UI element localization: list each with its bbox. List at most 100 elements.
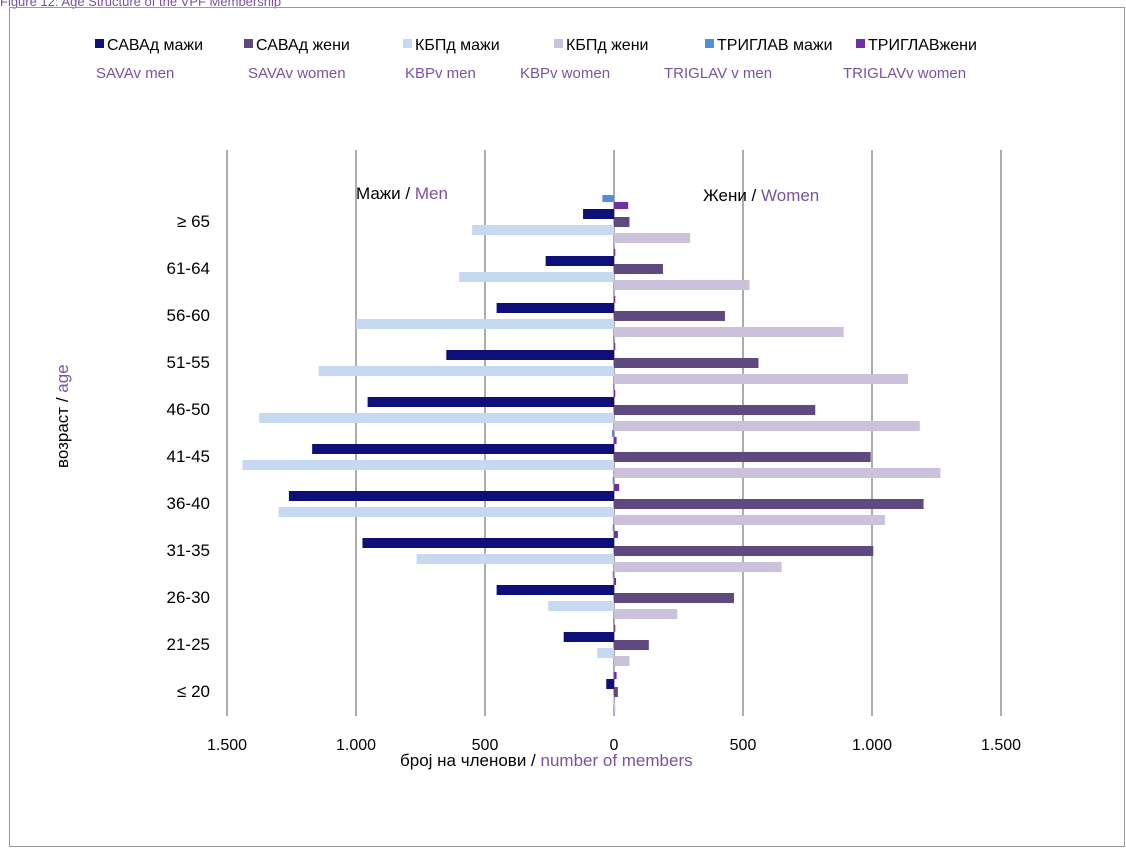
bar	[614, 390, 615, 397]
x-tick-label: 500	[730, 737, 757, 754]
y-category-label: 56-60	[167, 306, 210, 325]
x-tick-label: 1.500	[207, 737, 247, 754]
x-axis-label-mk: број на членови	[400, 751, 526, 770]
y-category-label: 51-55	[167, 353, 210, 372]
bars	[242, 195, 940, 713]
legend-label: САВАд жени	[256, 37, 350, 54]
y-axis-label-en: age	[53, 364, 72, 392]
bar	[472, 225, 614, 235]
legend-label: ТРИГЛАВжени	[868, 37, 977, 54]
bar	[614, 499, 924, 509]
bar	[614, 687, 618, 697]
legend: САВАд мажи SAVAv men САВАд жени SAVAv women…	[95, 37, 977, 82]
bar	[614, 202, 628, 209]
bar	[614, 578, 616, 585]
x-axis-label-en: number of members	[541, 751, 693, 770]
bar	[312, 444, 614, 454]
side-label-women-sep: /	[747, 186, 761, 205]
bar	[548, 601, 614, 611]
bar	[614, 515, 885, 525]
bar	[614, 374, 908, 384]
bar	[564, 632, 614, 642]
y-category-label: 21-25	[167, 635, 210, 654]
bar	[319, 366, 614, 376]
bar	[614, 358, 758, 368]
bar	[612, 430, 614, 437]
legend-swatch	[554, 39, 563, 48]
y-axis-label-mk: возраст	[53, 407, 72, 468]
bar	[614, 703, 615, 713]
bar	[614, 437, 617, 444]
bar	[614, 546, 873, 556]
y-axis-label-sep: /	[53, 393, 72, 407]
bar	[613, 618, 614, 625]
bar	[356, 319, 614, 329]
y-category-label: ≥ 65	[177, 212, 210, 231]
bar	[459, 272, 614, 282]
y-category-label: 36-40	[167, 494, 210, 513]
bar	[614, 593, 734, 603]
bar	[583, 209, 614, 219]
bar	[614, 562, 782, 572]
y-category-label: 26-30	[167, 588, 210, 607]
bar	[497, 303, 614, 313]
bar	[614, 421, 920, 431]
y-axis-label: возраст / age	[53, 364, 72, 468]
bar	[614, 656, 629, 666]
bar	[362, 538, 614, 548]
bar	[546, 256, 614, 266]
bar	[614, 217, 629, 227]
bar	[614, 609, 677, 619]
y-category-label: 31-35	[167, 541, 210, 560]
legend-swatch	[856, 39, 865, 48]
y-category-label: 46-50	[167, 400, 210, 419]
legend-label-en: KBPv men	[405, 65, 476, 82]
bar	[614, 484, 619, 491]
bar	[602, 195, 614, 202]
bar	[368, 397, 614, 407]
bar	[613, 524, 614, 531]
y-category-label: 41-45	[167, 447, 210, 466]
side-label-men-en: Men	[415, 184, 448, 203]
y-category-labels: ≤ 20 21-25 26-30 31-35 36-40 41-45 46-50 51-55 5…	[167, 212, 210, 701]
bar	[289, 491, 614, 501]
bar	[613, 289, 614, 296]
legend-label-en: TRIGLAVv women	[843, 65, 966, 82]
x-tick-label: 1.000	[336, 737, 376, 754]
legend-swatch	[403, 39, 412, 48]
y-category-label: ≤ 20	[177, 682, 210, 701]
bar	[614, 296, 615, 303]
bar	[242, 460, 614, 470]
bar	[614, 311, 725, 321]
bar	[614, 343, 615, 350]
y-category-label: 61-64	[167, 259, 210, 278]
legend-label: САВАд мажи	[107, 37, 203, 54]
legend-label: КБПд мажи	[415, 37, 500, 54]
bar	[614, 625, 615, 632]
legend-label: КБПд жени	[566, 37, 648, 54]
bar	[614, 640, 649, 650]
bar	[614, 249, 615, 256]
bar	[497, 585, 614, 595]
bar	[614, 327, 844, 337]
bar	[614, 531, 618, 538]
bar	[613, 477, 614, 484]
x-axis-label-sep: /	[526, 751, 540, 770]
legend-swatch	[705, 39, 714, 48]
x-axis-label: број на членови / number of members	[400, 751, 693, 770]
bar	[613, 695, 614, 705]
legend-swatch	[244, 39, 253, 48]
bar	[613, 383, 614, 390]
bar	[417, 554, 614, 564]
bar	[613, 571, 614, 578]
bar	[614, 468, 940, 478]
bar	[614, 452, 871, 462]
x-tick-label: 1.500	[981, 737, 1021, 754]
bar	[614, 264, 663, 274]
side-label-women-en: Women	[761, 186, 819, 205]
bar	[446, 350, 614, 360]
side-label-women-mk: Жени	[703, 186, 747, 205]
bar	[613, 242, 614, 249]
bar	[614, 672, 617, 679]
